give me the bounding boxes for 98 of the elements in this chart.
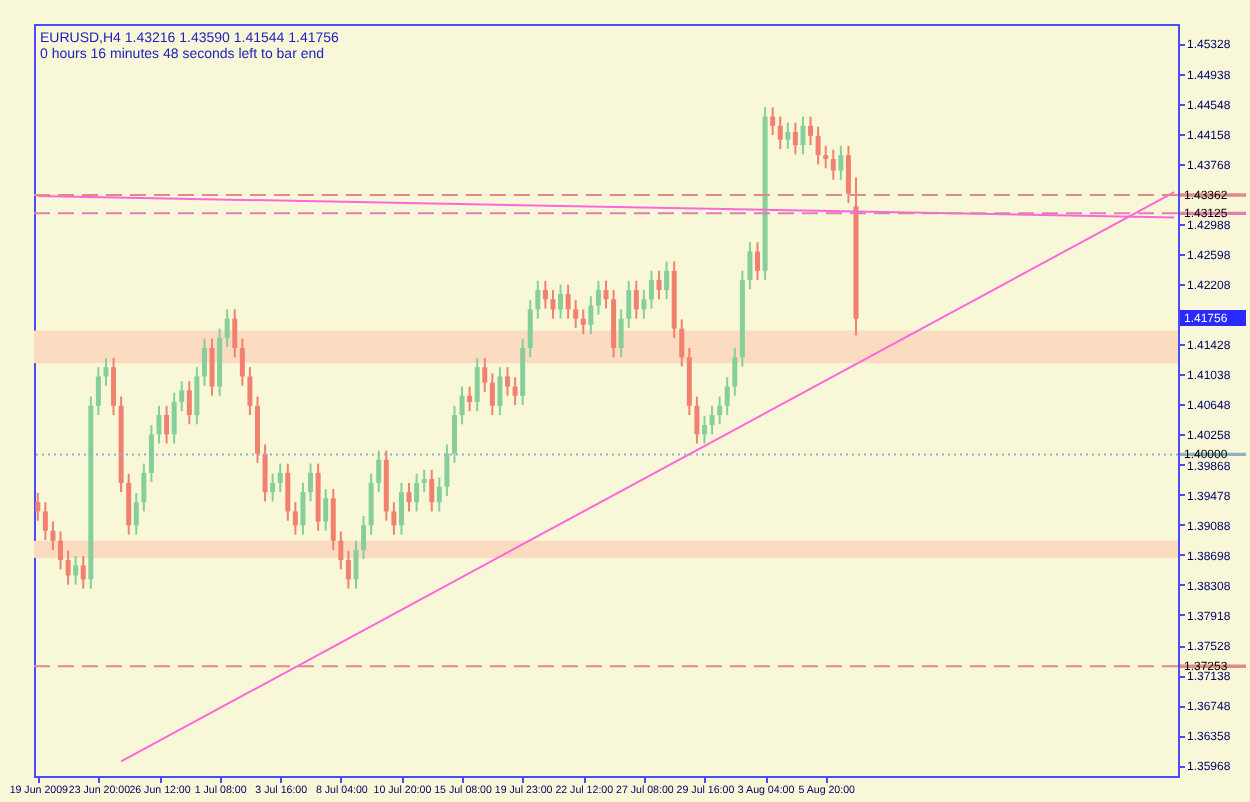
candlestick bbox=[467, 385, 473, 413]
candlestick bbox=[323, 488, 329, 532]
candlestick bbox=[527, 299, 533, 359]
candlestick bbox=[459, 385, 465, 426]
candlestick bbox=[664, 260, 670, 301]
candlestick bbox=[709, 404, 715, 436]
candlestick bbox=[148, 424, 154, 484]
candlestick bbox=[732, 346, 738, 397]
candlestick bbox=[755, 241, 761, 282]
candlestick bbox=[595, 279, 601, 316]
candlestick bbox=[164, 404, 170, 445]
candlestick bbox=[368, 472, 374, 536]
candlestick bbox=[224, 308, 230, 349]
candlestick bbox=[823, 144, 829, 170]
candlestick bbox=[247, 366, 253, 417]
candlestick bbox=[838, 144, 844, 181]
candlestick bbox=[444, 443, 450, 498]
candlestick bbox=[194, 366, 200, 426]
candlestick bbox=[520, 337, 526, 407]
candlestick bbox=[800, 115, 806, 156]
candlestick bbox=[694, 395, 700, 445]
candlestick bbox=[201, 337, 207, 387]
candlestick bbox=[414, 472, 420, 513]
candlestick bbox=[232, 308, 238, 359]
candlestick bbox=[474, 356, 480, 413]
candlestick bbox=[42, 501, 48, 541]
candlestick bbox=[406, 481, 412, 513]
candlestick bbox=[156, 404, 162, 445]
candlestick bbox=[239, 337, 245, 387]
candlestick bbox=[626, 279, 632, 329]
candlestick bbox=[792, 121, 798, 156]
candlestick bbox=[186, 380, 192, 426]
candlestick bbox=[747, 241, 753, 291]
candlestick bbox=[277, 462, 283, 494]
candlestick bbox=[830, 148, 836, 181]
candlestick bbox=[300, 481, 306, 536]
candlestick bbox=[512, 376, 518, 407]
candlestick bbox=[391, 501, 397, 536]
candlestick bbox=[270, 472, 276, 503]
candlestick bbox=[308, 462, 314, 503]
candlestick bbox=[179, 380, 185, 413]
candlestick bbox=[141, 462, 147, 513]
candlestick bbox=[573, 299, 579, 329]
candlestick bbox=[618, 308, 624, 359]
candlestick bbox=[542, 279, 548, 310]
candlestick bbox=[50, 520, 56, 552]
candlestick bbox=[641, 289, 647, 320]
candlestick bbox=[126, 472, 132, 536]
candlestick bbox=[770, 106, 776, 137]
candlestick bbox=[133, 491, 139, 536]
candlestick bbox=[505, 366, 511, 397]
candlestick bbox=[565, 283, 571, 320]
candlestick bbox=[497, 366, 503, 417]
candlestick bbox=[255, 395, 260, 464]
candlestick bbox=[58, 530, 64, 571]
candlestick bbox=[171, 391, 177, 445]
candlestick bbox=[777, 115, 783, 150]
candlestick bbox=[717, 395, 723, 426]
candlestick bbox=[292, 501, 298, 536]
candlestick bbox=[785, 121, 791, 150]
candlestick bbox=[633, 279, 639, 320]
candlestick bbox=[111, 356, 117, 417]
candlestick bbox=[588, 295, 594, 336]
candlestick bbox=[558, 283, 564, 320]
candlestick bbox=[429, 468, 435, 513]
candlestick bbox=[436, 476, 442, 513]
candlestick bbox=[398, 481, 404, 536]
candlestick bbox=[361, 515, 367, 561]
candlestick bbox=[345, 549, 351, 590]
candlestick bbox=[73, 555, 79, 586]
candlestick bbox=[376, 449, 382, 494]
candlestick bbox=[285, 462, 291, 522]
candlestick bbox=[262, 443, 268, 503]
candlestick bbox=[451, 404, 457, 464]
candlestick bbox=[701, 414, 707, 445]
candlestick bbox=[421, 468, 427, 494]
candlestick bbox=[95, 366, 101, 417]
candlestick bbox=[338, 530, 344, 571]
candlestick bbox=[724, 376, 730, 417]
candlestick bbox=[209, 337, 215, 397]
candlestick bbox=[845, 144, 851, 204]
candlestick bbox=[103, 356, 109, 387]
candlestick bbox=[65, 549, 71, 586]
candlestick bbox=[808, 115, 814, 147]
candlestick bbox=[648, 269, 654, 310]
candlestick bbox=[656, 269, 662, 301]
candlestick bbox=[353, 539, 359, 590]
candlestick bbox=[80, 555, 86, 590]
candlestick bbox=[603, 279, 609, 310]
candlestick bbox=[550, 289, 556, 320]
candlestick bbox=[535, 279, 541, 320]
candlestick bbox=[35, 491, 41, 522]
candlestick bbox=[580, 308, 586, 336]
candlestick bbox=[330, 488, 336, 552]
candlestick bbox=[679, 318, 685, 368]
candlestick bbox=[489, 372, 495, 417]
candlestick bbox=[482, 356, 488, 393]
candlestick bbox=[815, 125, 821, 166]
